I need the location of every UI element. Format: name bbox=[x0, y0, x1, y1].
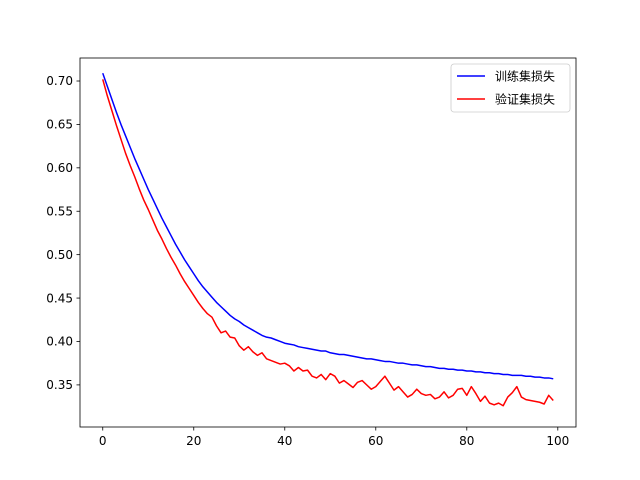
y-tick-label: 0.70 bbox=[46, 74, 73, 88]
y-tick-label: 0.65 bbox=[46, 118, 73, 132]
y-tick-label: 0.60 bbox=[46, 161, 73, 175]
val-loss-line bbox=[102, 79, 554, 407]
x-tick-label: 60 bbox=[368, 434, 383, 448]
x-tick-label: 80 bbox=[459, 434, 474, 448]
train-loss-line bbox=[102, 72, 554, 380]
legend-label-val: 验证集损失 bbox=[495, 92, 555, 107]
axes-layer: 0 20 40 60 80 100 0.35 0.40 0.45 0.50 0.55 0.60 0.65… bbox=[46, 74, 569, 448]
x-tick-label: 100 bbox=[546, 434, 569, 448]
x-tick-label: 0 bbox=[99, 434, 107, 448]
plot-area bbox=[80, 58, 576, 427]
y-tick-label: 0.45 bbox=[46, 291, 73, 305]
y-tick-label: 0.35 bbox=[46, 378, 73, 392]
x-tick-label: 20 bbox=[186, 434, 201, 448]
plot-frame bbox=[79, 57, 577, 428]
y-tick-label: 0.40 bbox=[46, 335, 73, 349]
series-layer bbox=[102, 72, 554, 407]
legend: 训练集损失 验证集损失 bbox=[450, 63, 571, 113]
legend-label-train: 训练集损失 bbox=[495, 69, 555, 84]
x-tick-label: 40 bbox=[277, 434, 292, 448]
y-tick-label: 0.55 bbox=[46, 204, 73, 218]
y-tick-label: 0.50 bbox=[46, 248, 73, 262]
